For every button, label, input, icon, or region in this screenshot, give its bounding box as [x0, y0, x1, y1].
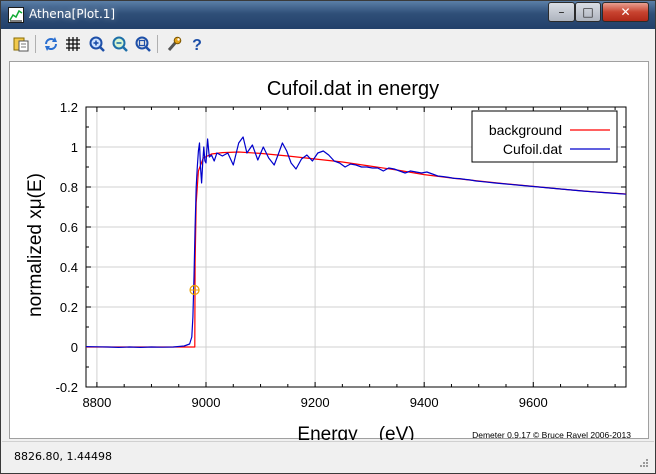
y-tick-label: 0.4	[60, 260, 78, 275]
close-button[interactable]: ✕	[602, 2, 649, 22]
minimize-button[interactable]: –	[548, 2, 575, 22]
y-tick-label: 0.2	[60, 300, 78, 315]
maximize-button[interactable]: □	[575, 2, 601, 22]
toolbar-separator	[35, 35, 36, 53]
y-tick-label: 0.6	[60, 220, 78, 235]
legend-label: background	[489, 122, 562, 138]
y-tick-label: -0.2	[56, 380, 78, 395]
status-bar: 8826.80, 1.44498	[2, 441, 654, 473]
cursor-coordinates: 8826.80, 1.44498	[14, 450, 112, 463]
y-tick-label: 0.8	[60, 180, 78, 195]
credit-text: Demeter 0.9.17 © Bruce Ravel 2006-2013	[472, 430, 631, 440]
app-plot-icon	[8, 7, 24, 23]
x-tick-label: 9000	[192, 395, 221, 410]
resize-grip-icon[interactable]	[638, 457, 648, 467]
y-tick-label: 1	[71, 140, 78, 155]
series-line-cufoil-dat	[85, 136, 627, 348]
save-icon[interactable]	[12, 35, 30, 53]
y-tick-label: 0	[71, 340, 78, 355]
series-line-background	[86, 151, 627, 348]
svg-text:?: ?	[192, 37, 202, 53]
legend-box	[471, 110, 618, 163]
zoom-reset-icon[interactable]	[134, 35, 152, 53]
x-tick-label: 9400	[410, 395, 439, 410]
zoom-out-icon[interactable]	[111, 35, 129, 53]
y-tick-label: 1.2	[60, 100, 78, 115]
chart-title: Cufoil.dat in energy	[267, 78, 439, 100]
help-icon[interactable]: ?	[188, 35, 206, 53]
energy-chart[interactable]: 8800 9000 9200 9400 9600 -0.2 0 0.2 0.4 0.6 0.8 1 1.…	[10, 62, 650, 440]
refresh-icon[interactable]	[42, 35, 60, 53]
y-axis-label: normalized xμ(E)	[25, 173, 46, 317]
toolbar-separator	[157, 35, 158, 53]
x-tick-label: 9600	[519, 395, 548, 410]
window-title: Athena[Plot.1]	[29, 7, 116, 21]
plot-area[interactable]: 8800 9000 9200 9400 9600 -0.2 0 0.2 0.4 0.6 0.8 1 1.…	[9, 61, 650, 440]
legend-label: Cufoil.dat	[503, 141, 562, 157]
title-bar[interactable]: Athena[Plot.1] – □ ✕	[1, 1, 655, 29]
x-axis-label: Energy (eV)	[297, 424, 414, 440]
toolbar: ?	[2, 30, 654, 58]
settings-icon[interactable]	[165, 35, 183, 53]
zoom-in-icon[interactable]	[88, 35, 106, 53]
grid-icon[interactable]	[64, 35, 82, 53]
x-tick-label: 8800	[82, 395, 111, 410]
x-tick-label: 9200	[301, 395, 330, 410]
